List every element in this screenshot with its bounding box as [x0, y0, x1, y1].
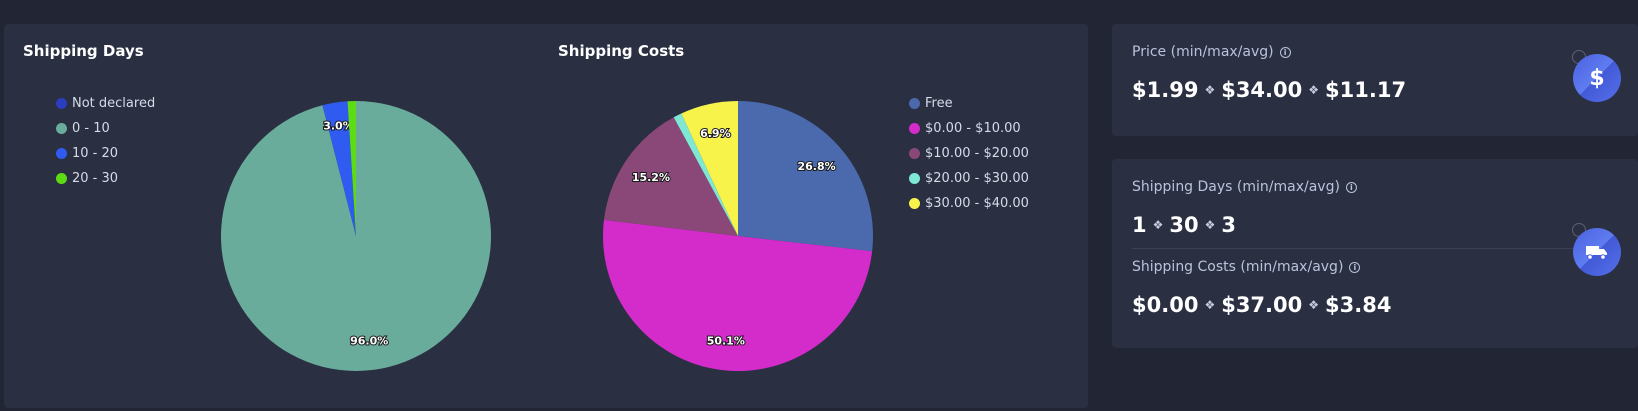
truck-glyph	[1586, 246, 1607, 260]
legend-marker	[56, 98, 67, 109]
shipping-costs-min: $0.00	[1132, 293, 1199, 317]
separator-icon: ❖	[1152, 218, 1164, 232]
legend-shipping-days: Not declared 0 - 10 10 - 20 20 - 30	[56, 91, 155, 191]
slice-label: 6.9%	[700, 127, 731, 140]
price-label-text: Price (min/max/avg)	[1132, 44, 1274, 60]
pie-slice[interactable]	[681, 101, 738, 236]
legend-marker	[909, 198, 920, 209]
shipping-costs-max: $37.00	[1221, 293, 1303, 317]
pie-slice[interactable]	[347, 101, 356, 236]
price-max: $34.00	[1221, 78, 1303, 102]
shipping-days-max: 30	[1169, 213, 1199, 237]
shipping-days-label: Shipping Days (min/max/avg) i	[1132, 179, 1357, 195]
shipping-days-values: 1 ❖ 30 ❖ 3	[1132, 213, 1236, 237]
pie-chart-shipping-costs: 26.8% 50.1% 15.2% 6.9%	[602, 101, 873, 372]
pie-slice[interactable]	[602, 219, 873, 372]
shipping-stats-card: Shipping Days (min/max/avg) i 1 ❖ 30 ❖ 3…	[1112, 159, 1638, 348]
price-avg: $11.17	[1325, 78, 1407, 102]
legend-item[interactable]: $0.00 - $10.00	[909, 116, 1029, 141]
price-values: $1.99 ❖ $34.00 ❖ $11.17	[1132, 78, 1406, 102]
separator-icon: ❖	[1204, 298, 1216, 312]
dollar-icon: $	[1573, 54, 1621, 102]
legend-item[interactable]: $10.00 - $20.00	[909, 141, 1029, 166]
legend-marker	[56, 173, 67, 184]
legend-item[interactable]: 20 - 30	[56, 166, 155, 191]
legend-item[interactable]: $20.00 - $30.00	[909, 166, 1029, 191]
info-icon[interactable]: i	[1349, 261, 1361, 273]
legend-label: 0 - 10	[72, 121, 110, 136]
legend-marker	[909, 98, 920, 109]
legend-label: $10.00 - $20.00	[925, 146, 1029, 161]
shipping-costs-label: Shipping Costs (min/max/avg) i	[1132, 259, 1361, 275]
charts-card: Shipping Days Not declared 0 - 10 10 - 20 2…	[4, 24, 1088, 408]
shipping-days-min: 1	[1132, 213, 1147, 237]
legend-label: Free	[925, 96, 953, 111]
pie-slice[interactable]	[322, 101, 356, 236]
legend-marker	[56, 148, 67, 159]
legend-label: Not declared	[72, 96, 156, 111]
separator-icon: ❖	[1204, 83, 1216, 97]
legend-item[interactable]: 10 - 20	[56, 141, 155, 166]
divider	[1132, 248, 1618, 249]
chart-title-shipping-costs: Shipping Costs	[558, 42, 685, 60]
legend-label: $30.00 - $40.00	[925, 196, 1029, 211]
legend-label: $20.00 - $30.00	[925, 171, 1029, 186]
slice-label: 26.8%	[797, 160, 835, 173]
legend-marker	[909, 173, 920, 184]
pie-slice[interactable]	[603, 117, 738, 236]
shipping-costs-values: $0.00 ❖ $37.00 ❖ $3.84	[1132, 293, 1391, 317]
legend-marker	[909, 123, 920, 134]
price-card: Price (min/max/avg) i $1.99 ❖ $34.00 ❖ $…	[1112, 24, 1638, 136]
slice-label: 3.0%	[323, 119, 354, 132]
info-icon[interactable]: i	[1279, 46, 1291, 58]
chart-title-shipping-days: Shipping Days	[23, 42, 144, 60]
legend-item[interactable]: 0 - 10	[56, 116, 155, 141]
pie-chart-shipping-days: 96.0% 3.0%	[220, 101, 491, 372]
legend-label: 20 - 30	[72, 171, 119, 186]
legend-label: $0.00 - $10.00	[925, 121, 1021, 136]
pie-slice[interactable]	[673, 113, 738, 236]
price-min: $1.99	[1132, 78, 1199, 102]
slice-label: 50.1%	[707, 335, 745, 348]
shipping-costs-avg: $3.84	[1325, 293, 1392, 317]
slice-label: 96.0%	[350, 334, 388, 347]
legend-label: 10 - 20	[72, 146, 119, 161]
separator-icon: ❖	[1308, 298, 1320, 312]
legend-marker	[56, 123, 67, 134]
pie-slice[interactable]	[220, 101, 491, 372]
legend-marker	[909, 148, 920, 159]
separator-icon: ❖	[1308, 83, 1320, 97]
price-label: Price (min/max/avg) i	[1132, 44, 1291, 60]
separator-icon: ❖	[1204, 218, 1216, 232]
truck-icon	[1573, 228, 1621, 276]
info-icon[interactable]: i	[1345, 181, 1357, 193]
pie-slice[interactable]	[738, 101, 873, 252]
shipping-costs-label-text: Shipping Costs (min/max/avg)	[1132, 259, 1344, 275]
legend-item[interactable]: Not declared	[56, 91, 155, 116]
shipping-days-label-text: Shipping Days (min/max/avg)	[1132, 179, 1340, 195]
slice-label: 15.2%	[632, 171, 670, 184]
shipping-days-avg: 3	[1221, 213, 1237, 237]
legend-shipping-costs: Free $0.00 - $10.00 $10.00 - $20.00 $20.00 …	[909, 91, 1029, 216]
legend-item[interactable]: Free	[909, 91, 1029, 116]
legend-item[interactable]: $30.00 - $40.00	[909, 191, 1029, 216]
